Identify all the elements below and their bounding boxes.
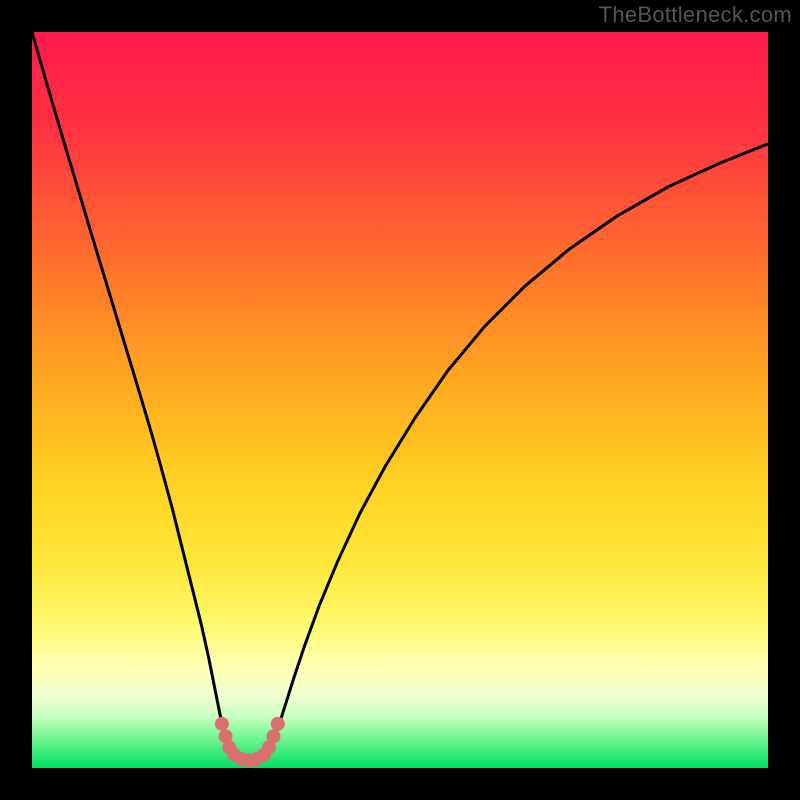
tip-marker <box>266 729 280 743</box>
bottleneck-curve <box>32 32 768 765</box>
tip-marker <box>215 717 229 731</box>
curve-overlay <box>0 0 800 800</box>
figure-root: TheBottleneck.com <box>0 0 800 800</box>
watermark-text: TheBottleneck.com <box>599 2 792 28</box>
tip-marker <box>271 717 285 731</box>
